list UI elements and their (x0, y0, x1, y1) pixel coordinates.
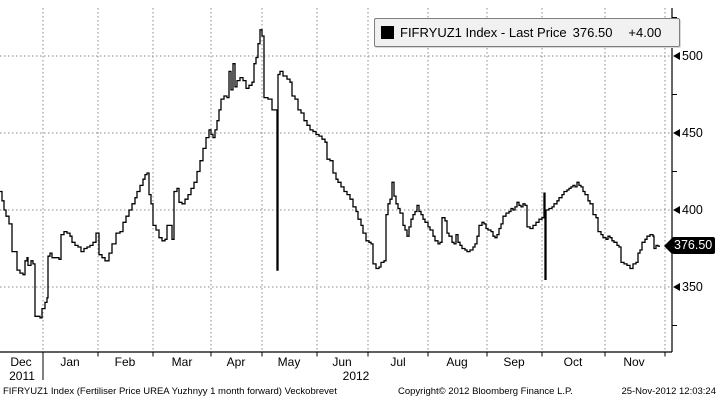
last-price-axis-tag: 376.50 (664, 237, 716, 255)
y-axis-label-text: 400 (682, 203, 703, 217)
chart-legend[interactable]: FIFRYUZ1 Index - Last Price 376.50 +4.00 (374, 18, 680, 47)
price-line (0, 29, 660, 319)
x-axis-month-label: Apr (226, 355, 246, 369)
x-axis-month-label: Jul (390, 355, 406, 369)
x-axis-month-label: Nov (623, 355, 645, 369)
y-axis-label: 400 (673, 203, 703, 217)
y-axis-label: 450 (673, 126, 703, 140)
x-axis-month-label: Oct (563, 355, 583, 369)
series-marker-icon (381, 26, 394, 39)
y-axis-label-text: 500 (682, 49, 703, 63)
x-axis-month-label: May (277, 355, 301, 369)
y-tick-arrow-icon (673, 206, 680, 214)
price-tag-arrow-icon (664, 237, 672, 254)
x-axis-month-label: Jun (332, 355, 352, 369)
footer-datetime: 25-Nov-2012 12:03:24 (621, 386, 716, 397)
y-axis-label-text: 450 (682, 126, 703, 140)
y-axis-label-text: 350 (682, 280, 703, 294)
x-axis-month-label: Mar (171, 355, 193, 369)
footer-series-description: FIFRYUZ1 Index (Fertiliser Price UREA Yu… (3, 386, 337, 397)
y-tick-arrow-icon (673, 52, 680, 60)
legend-change-value: +4.00 (628, 25, 662, 40)
x-axis-year-label: 2012 (342, 369, 370, 383)
x-axis-month-label: Dec (10, 355, 32, 369)
y-axis-label: 350 (673, 280, 703, 294)
legend-series-label: FIFRYUZ1 Index - Last Price (400, 25, 567, 40)
price-tag-value: 376.50 (672, 237, 716, 255)
y-axis-label: 500 (673, 49, 703, 63)
axis-lines (0, 8, 673, 353)
x-axis-month-label: Sep (503, 355, 525, 369)
x-axis-month-label: Feb (114, 355, 136, 369)
y-tick-arrow-icon (673, 283, 680, 291)
x-axis-year-label: 2011 (9, 369, 35, 383)
footer-copyright: Copyright© 2012 Bloomberg Finance L.P. (398, 386, 573, 397)
y-tick-arrow-icon (673, 129, 680, 137)
x-axis-month-label: Jan (60, 355, 80, 369)
legend-last-price-value: 376.50 (572, 25, 613, 40)
x-axis-month-label: Aug (446, 355, 468, 369)
